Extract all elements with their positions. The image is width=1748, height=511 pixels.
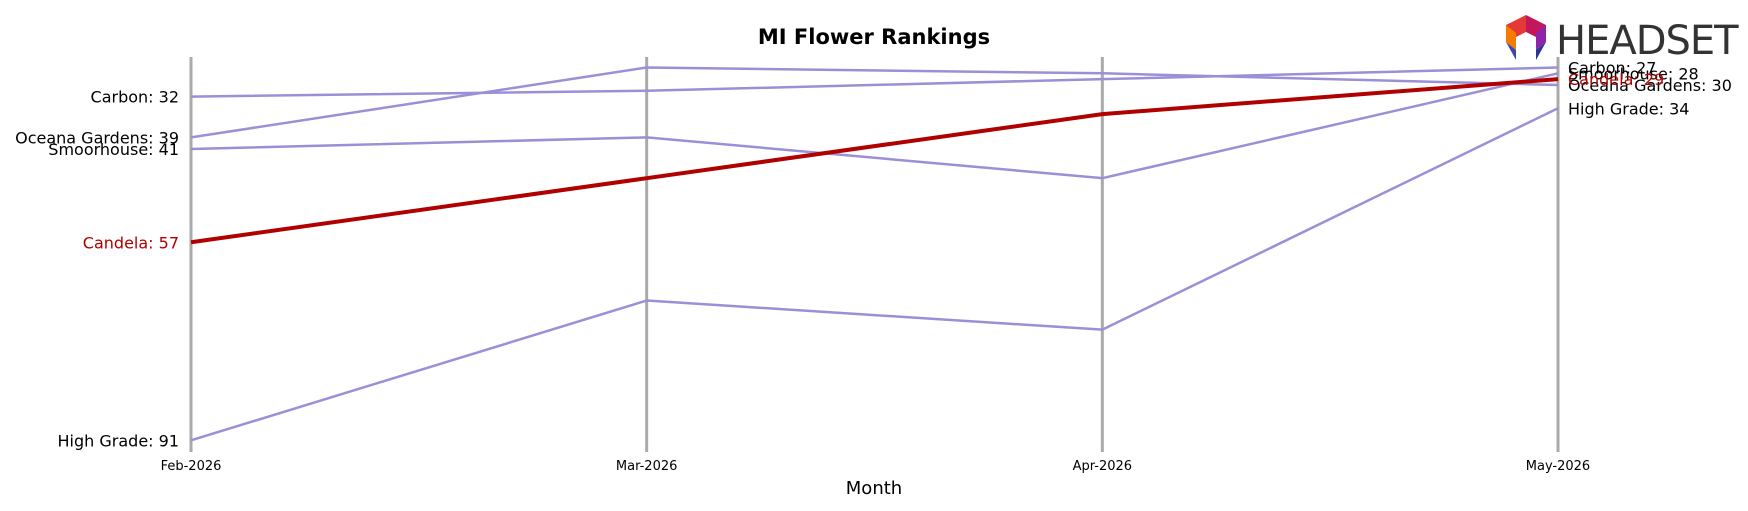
end-label-candela: Candela: 29	[1568, 70, 1664, 89]
end-label-carbon: Carbon: 27	[1568, 58, 1656, 77]
series-line-candela	[190, 77, 1559, 245]
end-label-oceana-gardens: Oceana Gardens: 30	[1568, 76, 1732, 95]
series-line-oceana-gardens	[190, 66, 1559, 139]
series-line-carbon	[190, 66, 1559, 98]
start-label-candela: Candela: 57	[83, 233, 179, 252]
start-label-high-grade: High Grade: 91	[58, 431, 179, 450]
headset-logo-text: HEADSET	[1556, 18, 1739, 64]
x-axis-label: Month	[846, 478, 902, 499]
start-label-smoorhouse: Smoorhouse: 41	[48, 140, 179, 159]
start-label-oceana-gardens: Oceana Gardens: 39	[15, 128, 179, 147]
x-tick-may-2026: May-2026	[1526, 459, 1590, 474]
series-line-smoorhouse	[190, 72, 1559, 180]
series-line-high-grade	[190, 107, 1559, 442]
headset-logo-icon	[1506, 15, 1546, 60]
x-tick-labels: Feb-2026 Mar-2026 Apr-2026 May-2026	[161, 459, 1591, 474]
x-tick-feb-2026: Feb-2026	[161, 459, 222, 474]
gridlines	[189, 57, 1560, 452]
end-label-high-grade: High Grade: 34	[1568, 99, 1689, 118]
x-tick-apr-2026: Apr-2026	[1073, 459, 1132, 474]
x-tick-mar-2026: Mar-2026	[616, 459, 677, 474]
start-label-carbon: Carbon: 32	[91, 88, 179, 107]
end-label-smoorhouse: Smoorhouse: 28	[1568, 64, 1699, 83]
series-labels: Carbon: 32 Carbon: 27 Oceana Gardens: 39 Oc…	[15, 58, 1732, 450]
series-lines	[190, 66, 1559, 442]
headset-logo: HEADSET	[1506, 15, 1740, 64]
chart-title: MI Flower Rankings	[758, 25, 990, 49]
